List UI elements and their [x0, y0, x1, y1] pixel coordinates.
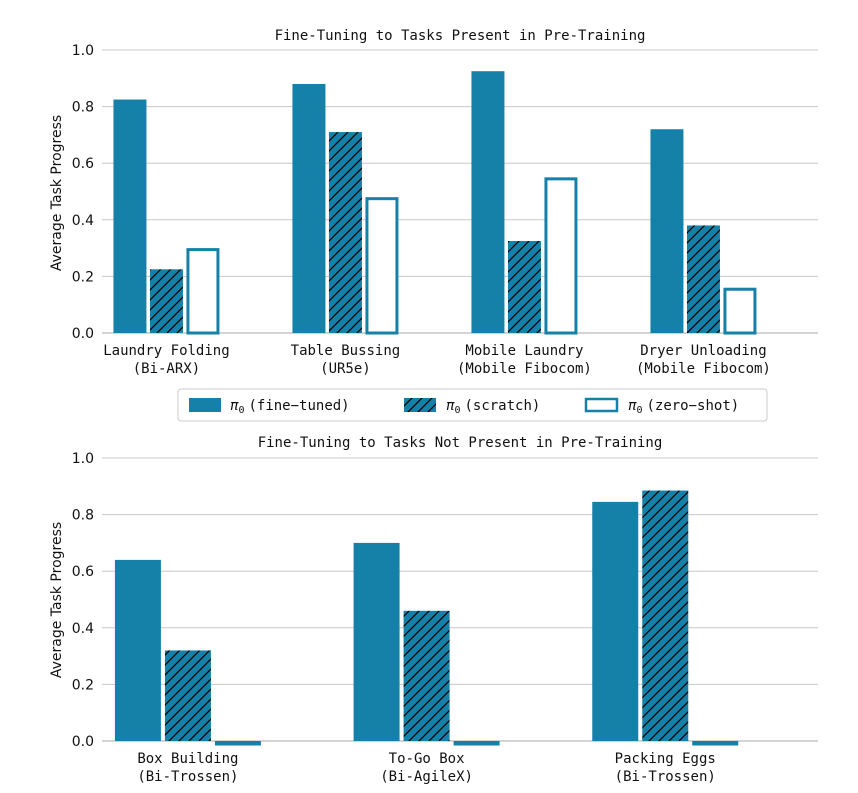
bar-solid [292, 83, 326, 334]
x-tick-label: Packing Eggs (Bi-Trossen) [615, 751, 716, 785]
x-tick-label: Mobile Laundry (Mobile Fibocom) [457, 343, 592, 377]
y-tick-label: 0.0 [72, 734, 94, 750]
y-tick-labels: 0.0 0.2 0.4 0.6 0.8 1.0 [72, 451, 94, 750]
bar-outline [214, 741, 261, 746]
bar-solid [471, 71, 505, 333]
y-tick-label: 0.6 [72, 156, 94, 172]
legend-subscript: 0 [636, 405, 642, 416]
legend-pi: π [230, 398, 239, 414]
bar-solid [650, 129, 684, 333]
y-tick-label: 0.2 [72, 269, 94, 285]
bar-outline [544, 177, 578, 335]
legend-text: (zero−shot) [646, 398, 739, 414]
y-tick-label: 0.8 [72, 508, 94, 524]
bar-hatched [507, 241, 541, 333]
chart-title: Fine-Tuning to Tasks Present in Pre-Trai… [275, 28, 646, 44]
x-tick-label: Dryer Unloading (Mobile Fibocom) [636, 343, 771, 377]
x-tick-labels: Box Building (Bi-Trossen) To-Go Box (Bi-Agi… [137, 751, 715, 785]
y-tick-label: 0.4 [72, 213, 94, 229]
y-tick-labels: 0.0 0.2 0.4 0.6 0.8 1.0 [72, 43, 94, 342]
bar-outline [365, 197, 399, 335]
x-tick-label: Table Bussing (UR5e) [291, 343, 401, 377]
y-tick-label: 1.0 [72, 451, 94, 467]
bars [114, 490, 739, 746]
bar-hatched [164, 650, 211, 741]
x-tick-label: To-Go Box (Bi-AgileX) [380, 751, 473, 785]
bar-outline [692, 741, 739, 746]
legend-subscript: 0 [454, 405, 460, 416]
bar-solid [353, 542, 400, 741]
bar-outline [186, 248, 220, 335]
y-tick-label: 1.0 [72, 43, 94, 59]
bar-hatched [328, 132, 362, 333]
legend-pi: π [446, 398, 455, 414]
chart-bottom: Fine-Tuning to Tasks Not Present in Pre-… [49, 435, 818, 785]
bar-hatched [686, 225, 720, 333]
chart-top: Fine-Tuning to Tasks Present in Pre-Trai… [49, 28, 818, 377]
legend-swatch-zero-shot [584, 397, 619, 413]
legend-text: (scratch) [464, 398, 540, 414]
legend: π0 (fine−tuned) π0 (scratch) π0 (zero−shot) [177, 388, 768, 422]
y-tick-label: 0.6 [72, 564, 94, 580]
legend-frame [177, 388, 768, 422]
y-axis-label: Average Task Progress [49, 115, 65, 271]
legend-label-zero-shot: π0 (zero−shot) [628, 398, 739, 416]
x-tick-label: Laundry Folding (Bi-ARX) [103, 343, 229, 377]
x-tick-labels: Laundry Folding (Bi-ARX) Table Bussing (UR5… [103, 343, 771, 377]
x-tick-label: Box Building (Bi-Trossen) [137, 751, 238, 785]
y-tick-label: 0.0 [72, 326, 94, 342]
legend-label-scratch: π0 (scratch) [446, 398, 540, 416]
legend-label-fine-tuned: π0 (fine−tuned) [230, 398, 350, 416]
bar-hatched [403, 610, 450, 741]
y-axis-label: Average Task Progress [49, 522, 65, 678]
y-tick-label: 0.2 [72, 677, 94, 693]
legend-pi: π [628, 398, 637, 414]
bar-solid [113, 99, 147, 334]
bar-solid [114, 559, 161, 741]
legend-text: (fine−tuned) [248, 398, 349, 414]
bars [113, 71, 757, 335]
bar-outline [453, 741, 500, 746]
bar-solid [592, 501, 639, 741]
y-tick-label: 0.8 [72, 100, 94, 116]
bar-outline [723, 287, 757, 335]
legend-swatch-fine-tuned [189, 398, 221, 412]
bar-hatched [149, 269, 183, 333]
legend-subscript: 0 [238, 405, 244, 416]
legend-swatch-scratch [404, 398, 436, 412]
y-tick-label: 0.4 [72, 621, 94, 637]
chart-title: Fine-Tuning to Tasks Not Present in Pre-… [258, 435, 663, 451]
bar-hatched [642, 490, 689, 741]
